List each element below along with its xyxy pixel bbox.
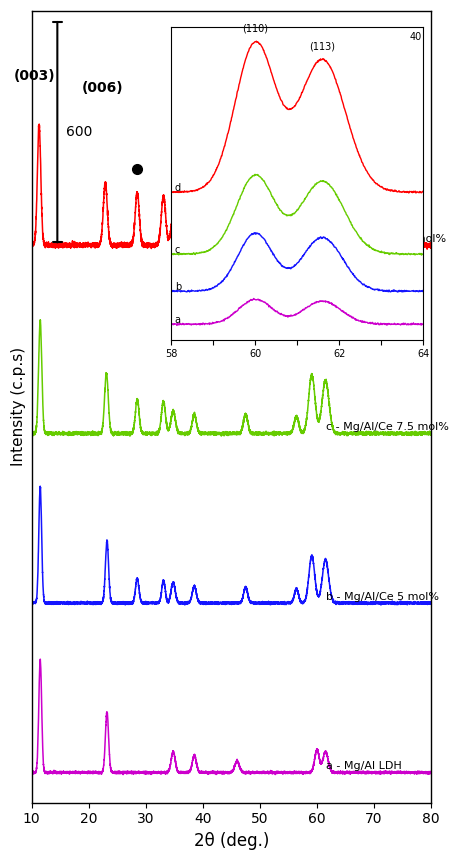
Text: a - Mg/Al LDH: a - Mg/Al LDH — [325, 761, 401, 771]
Text: (006): (006) — [82, 81, 124, 95]
Text: 600: 600 — [66, 125, 92, 139]
Text: c - Mg/Al/Ce 7.5 mol%: c - Mg/Al/Ce 7.5 mol% — [325, 423, 448, 432]
Text: b - Mg/Al/Ce 5 mol%: b - Mg/Al/Ce 5 mol% — [325, 592, 439, 602]
Y-axis label: Intensity (c.p.s): Intensity (c.p.s) — [11, 347, 26, 467]
Text: (003): (003) — [14, 70, 55, 84]
X-axis label: 2θ (deg.): 2θ (deg.) — [194, 832, 269, 850]
Text: d - Mg/Al/Ce 10 mol%: d - Mg/Al/Ce 10 mol% — [325, 234, 446, 245]
